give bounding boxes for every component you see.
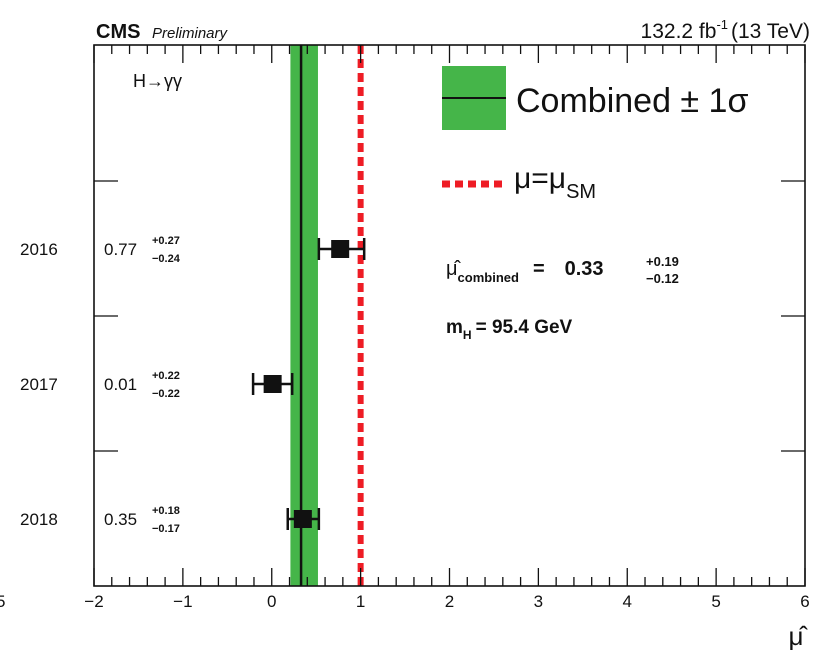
- mass-value: = 95.4 GeV: [476, 317, 573, 338]
- point-err-down-label: −0.17: [152, 523, 180, 535]
- x-tick-label: 4: [623, 592, 632, 611]
- mass-label: mH = 95.4 GeV: [446, 317, 573, 342]
- combined-result-label: μ̂combined = 0.33: [446, 258, 604, 285]
- mass-symbol: m: [446, 317, 463, 338]
- x-tick-label: −2: [84, 592, 103, 611]
- point-err-down-label: −0.24: [152, 253, 181, 265]
- category-label: 2017: [20, 375, 58, 394]
- legend-sm-sub: SM: [566, 181, 596, 203]
- point-err-down-label: −0.22: [152, 388, 180, 400]
- category-label: 2016: [20, 240, 58, 259]
- combined-err-up: +0.19: [646, 254, 679, 269]
- point-err-up-label: +0.27: [152, 235, 180, 247]
- legend-sm-mu: μ=μ: [514, 162, 566, 195]
- point-value-label: 0.77: [104, 240, 137, 259]
- legend-combined-label: Combined ± 1σ: [516, 82, 748, 120]
- category-label: 2018: [20, 510, 58, 529]
- combined-err-down: −0.12: [646, 271, 679, 286]
- combined-equals: =: [533, 258, 545, 280]
- combined-subscript: combined: [458, 270, 519, 285]
- x-tick-label: 1: [356, 592, 365, 611]
- x-tick-label: 0: [267, 592, 276, 611]
- x-tick-label: 3: [534, 592, 543, 611]
- energy-label: (13 TeV): [731, 20, 810, 43]
- status-label: Preliminary: [152, 25, 229, 42]
- point-err-up-label: +0.18: [152, 505, 180, 517]
- luminosity-label: 132.2 fb-1 (13 TeV): [641, 17, 810, 43]
- mass-subscript: H: [463, 328, 472, 342]
- axis-ticks-layer: −2 −1 0 1 2 3 4 5 6 5: [0, 45, 810, 611]
- point-err-up-label: +0.22: [152, 370, 180, 382]
- legend-sm-label: μ=μSM: [514, 162, 596, 203]
- channel-label: H→γγ: [133, 71, 182, 91]
- lumi-value: 132.2 fb: [641, 20, 717, 43]
- y-edge-label: 5: [0, 592, 5, 611]
- x-tick-label: 6: [800, 592, 809, 611]
- lumi-exponent: -1: [716, 17, 728, 32]
- data-points-layer: 2016 0.77 +0.27 −0.24 2017 0.01 +0.22 −0.22 2018…: [20, 235, 366, 535]
- x-tick-label: 5: [711, 592, 720, 611]
- data-point-marker: [331, 240, 350, 258]
- data-point-marker: [263, 375, 282, 393]
- experiment-label: CMS: [96, 21, 140, 43]
- data-point-marker: [293, 510, 312, 528]
- combined-value: 0.33: [565, 258, 604, 280]
- x-tick-label: 2: [445, 592, 454, 611]
- combined-band-layer: [290, 45, 318, 586]
- point-value-label: 0.01: [104, 375, 137, 394]
- x-axis-title: μ̂: [789, 621, 809, 651]
- x-tick-label: −1: [173, 592, 192, 611]
- combined-uncertainty-band: [290, 45, 318, 586]
- point-value-label: 0.35: [104, 510, 137, 529]
